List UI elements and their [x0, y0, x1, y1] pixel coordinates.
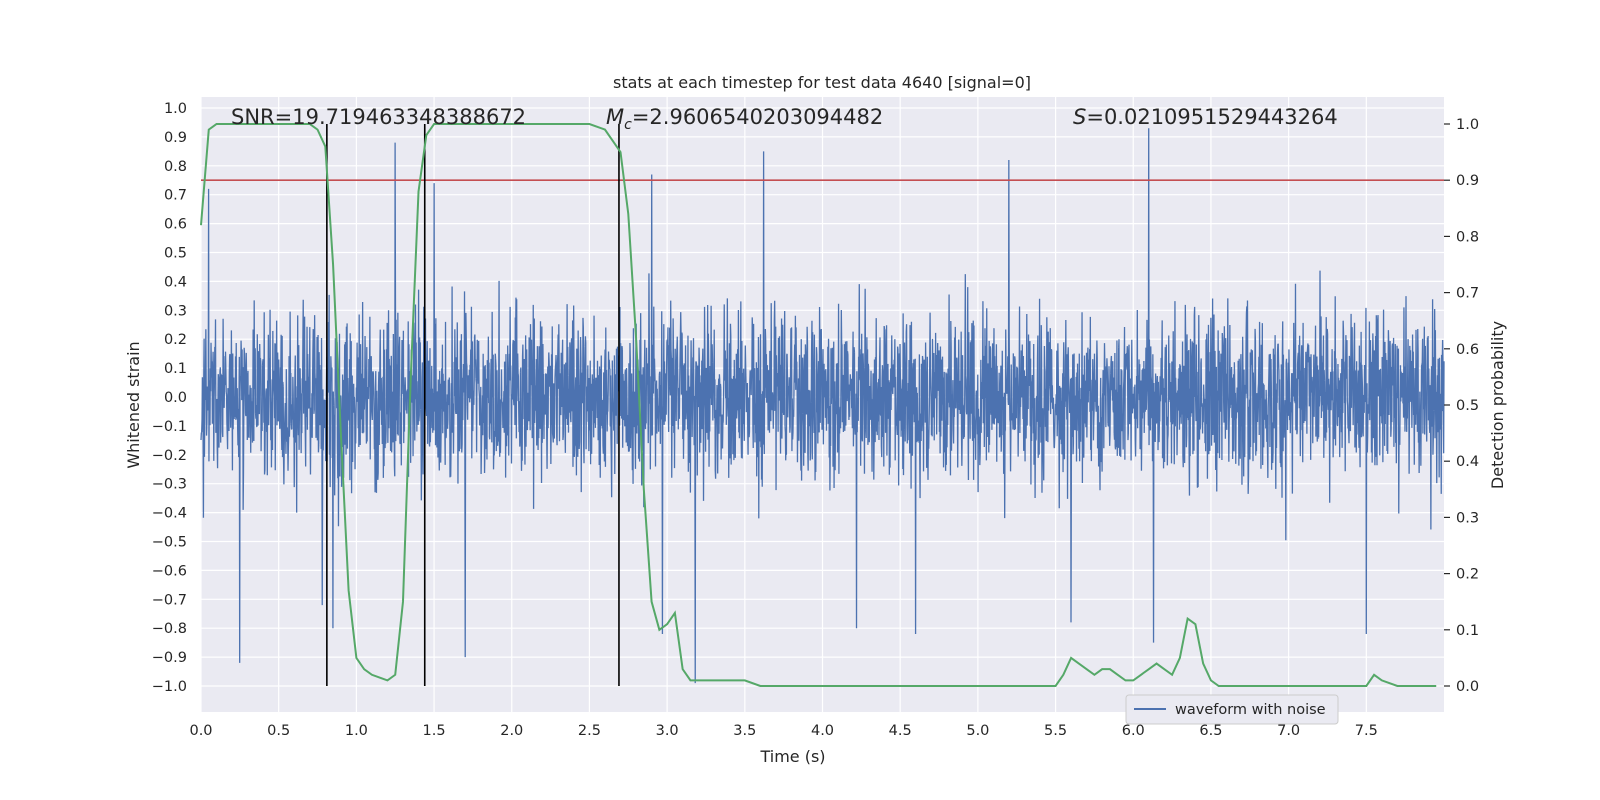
legend-box — [1125, 694, 1339, 725]
y-right-tick-label: 0.2 — [1456, 567, 1479, 583]
y-left-tick-label: 0.6 — [164, 217, 187, 233]
snr-annotation: SNR=19.719463348388672 — [231, 105, 526, 129]
legend: waveform with noise — [1125, 694, 1339, 725]
x-tick-label: 6.5 — [1199, 723, 1222, 739]
y-left-tick-label: 0.7 — [164, 188, 187, 204]
y-right-tick-label: 0.3 — [1456, 510, 1479, 526]
y-left-tick-label: −0.5 — [152, 535, 187, 551]
s-symbol: S — [1073, 105, 1086, 129]
chart-title: stats at each timestep for test data 464… — [613, 73, 1031, 92]
x-tick-label: 5.5 — [1044, 723, 1067, 739]
vertical-markers — [326, 124, 620, 686]
y-left-tick-label: 0.4 — [164, 274, 187, 290]
x-tick-label: 0.5 — [267, 723, 290, 739]
y-left-tick-label: −0.1 — [152, 419, 187, 435]
x-tick-label: 0.0 — [189, 723, 212, 739]
y-left-tick-label: 0.8 — [164, 159, 187, 175]
x-tick-label: 1.0 — [345, 723, 368, 739]
s-value: =0.0210951529443264 — [1086, 105, 1337, 129]
x-tick-label: 3.5 — [733, 723, 756, 739]
y-axis-label-right: Detection probability — [1488, 321, 1507, 489]
y-left-tick-label: −1.0 — [152, 679, 187, 695]
y-right-tick-label: 0.5 — [1456, 398, 1479, 414]
y-left-tick-label: 1.0 — [164, 101, 187, 117]
y-left-tick-label: −0.6 — [152, 563, 187, 579]
y-axis-label-left: Whitened strain — [124, 341, 143, 468]
mc-annotation: Mc=2.9606540203094482 — [606, 105, 883, 133]
y-right-tick-label: 0.0 — [1456, 679, 1479, 695]
y-right-tick-label: 0.7 — [1456, 286, 1479, 302]
mc-symbol: M — [606, 105, 624, 129]
x-tick-label: 7.0 — [1277, 723, 1300, 739]
mc-subscript: c — [624, 117, 632, 133]
x-tick-label: 4.5 — [889, 723, 912, 739]
y-left-ticks: 1.0 0.9 0.8 0.7 0.6 0.5 0.4 0.3 0.2 0.1 0.0 −0.1 −0.… — [152, 101, 187, 695]
x-tick-label: 6.0 — [1122, 723, 1145, 739]
detection-probability-line — [200, 123, 1437, 687]
y-left-tick-label: −0.8 — [152, 621, 187, 637]
y-left-tick-label: −0.4 — [152, 506, 187, 522]
strain-series — [200, 128, 1445, 684]
x-axis-label: Time (s) — [759, 747, 825, 766]
mc-value: =2.9606540203094482 — [632, 105, 883, 129]
y-right-tick-label: 0.4 — [1456, 454, 1479, 470]
x-tick-label: 4.0 — [811, 723, 834, 739]
y-right-tick-label: 0.8 — [1456, 229, 1479, 245]
y-left-tick-label: −0.7 — [152, 592, 187, 608]
strain-trace — [200, 128, 1445, 684]
y-left-tick-label: 0.1 — [164, 361, 187, 377]
x-tick-label: 2.0 — [500, 723, 523, 739]
y-left-tick-label: 0.9 — [164, 130, 187, 146]
x-tick-label: 7.5 — [1355, 723, 1378, 739]
y-left-tick-label: 0.2 — [164, 332, 187, 348]
y-right-tick-label: 0.9 — [1456, 173, 1479, 189]
y-left-tick-label: −0.2 — [152, 448, 187, 464]
x-tick-label: 2.5 — [578, 723, 601, 739]
y-left-tick-label: 0.5 — [164, 246, 187, 262]
s-annotation: S=0.0210951529443264 — [1073, 105, 1338, 129]
y-left-tick-label: 0.0 — [164, 390, 187, 406]
x-tick-label: 1.5 — [423, 723, 446, 739]
legend-label: waveform with noise — [1175, 702, 1326, 718]
x-ticks: 0.0 0.5 1.0 1.5 2.0 2.5 3.0 3.5 4.0 4.5 5.0 5.5 6.0 6… — [189, 723, 1377, 739]
y-right-ticks: 1.0 0.9 0.8 0.7 0.6 0.5 0.4 0.3 0.2 0.1 0.0 — [1444, 117, 1479, 695]
x-tick-label: 5.0 — [966, 723, 989, 739]
y-left-tick-label: 0.3 — [164, 303, 187, 319]
x-tick-label: 3.0 — [656, 723, 679, 739]
y-left-tick-label: −0.9 — [152, 650, 187, 666]
y-right-tick-label: 0.6 — [1456, 342, 1479, 358]
y-left-tick-label: −0.3 — [152, 477, 187, 493]
y-right-tick-label: 0.1 — [1456, 623, 1479, 639]
y-right-tick-label: 1.0 — [1456, 117, 1479, 133]
